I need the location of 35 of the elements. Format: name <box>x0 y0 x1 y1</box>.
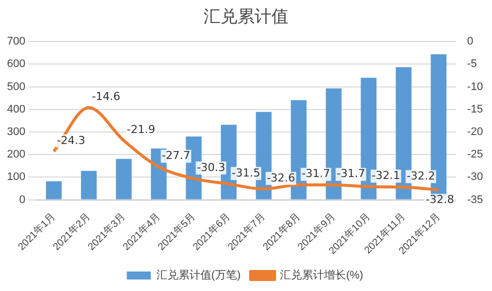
data-label: -32.1 <box>372 169 400 182</box>
data-label: -24.3 <box>56 134 86 147</box>
y2-tick-label: -30 <box>467 171 484 184</box>
data-label: -30.3 <box>196 160 226 174</box>
legend-label: 汇兑累计值(万笔) <box>156 268 241 282</box>
data-label: -32.8 <box>426 193 454 206</box>
y2-tick-label: -15 <box>467 103 484 116</box>
data-label: -32.6 <box>266 171 296 184</box>
y2-tick-label: -20 <box>467 126 484 138</box>
bar <box>80 170 97 200</box>
data-label: -31.7 <box>336 167 366 180</box>
line-series <box>52 106 440 192</box>
y2-tick-label: 0 <box>467 36 474 48</box>
legend-label: 汇兑累计增长(%) <box>280 268 364 282</box>
y-tick-label: 300 <box>6 126 26 138</box>
data-label: -31.5 <box>232 166 260 180</box>
y-tick-label: 100 <box>6 171 26 184</box>
data-label: -21.9 <box>126 122 156 136</box>
chart-title: 汇兑累计值 <box>202 6 290 29</box>
y-tick-label: 500 <box>6 80 26 93</box>
data-label: -27.7 <box>162 149 190 162</box>
y-tick-label: 0 <box>19 194 26 206</box>
data-label: -32.2 <box>406 169 436 182</box>
data-label: -31.7 <box>302 167 330 180</box>
y-tick-label: 600 <box>6 58 26 70</box>
y-tick-label: 400 <box>6 103 26 116</box>
bar <box>46 181 62 200</box>
bar <box>116 158 132 200</box>
y2-tick-label: -25 <box>467 148 484 161</box>
y2-tick-label: -10 <box>467 80 484 93</box>
y2-tick-label: -5 <box>467 58 477 70</box>
data-label: -14.6 <box>92 90 120 103</box>
y2-tick-label: -35 <box>467 194 484 206</box>
y-tick-label: 200 <box>6 148 26 161</box>
y-tick-label: 700 <box>6 36 26 48</box>
